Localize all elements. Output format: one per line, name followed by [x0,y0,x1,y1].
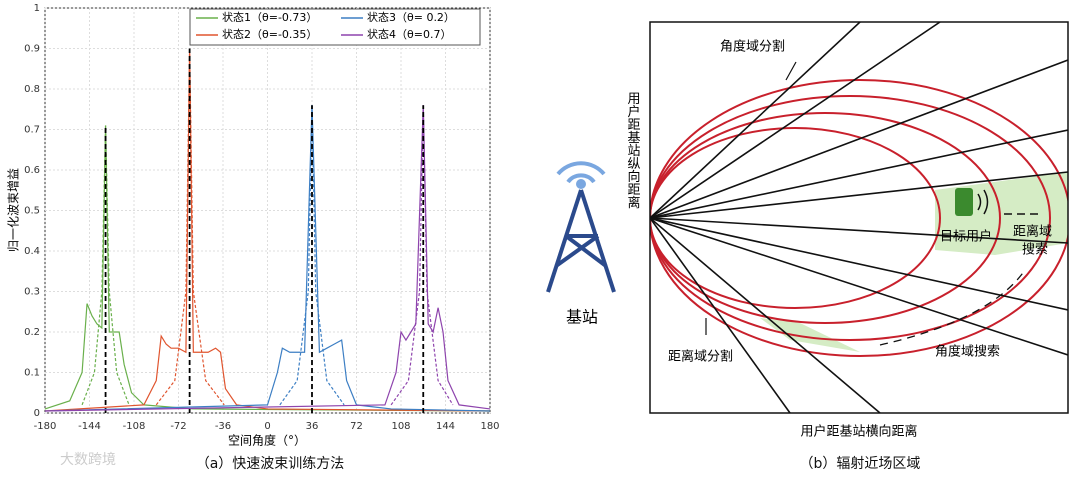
series-line [44,125,491,412]
legend-box [189,8,481,46]
caption: （a）快速波束训练方法 [196,456,345,472]
caption: （b）辐射近场区域 [800,456,921,472]
x-tick-label: -36 [215,421,231,432]
vertical-axis-label: 用户距基站纵向距离 [625,92,641,209]
x-tick-label: 108 [391,421,410,432]
y-tick-label: 0.1 [24,368,40,379]
y-tick-label: 0.6 [24,165,40,176]
range-split-label: 距离域分割 [668,349,733,365]
y-tick-label: 0.9 [24,44,40,55]
y-tick-label: 0.8 [24,84,40,95]
x-tick-label: -144 [78,421,101,432]
x-tick-label: 180 [480,421,499,432]
y-tick-label: 0.4 [24,246,40,257]
series-line [44,105,491,412]
station-label: 基站 [566,308,598,327]
legend-label: 状态3（θ= 0.2） [367,10,455,24]
y-tick-label: 0.7 [24,125,40,136]
legend-label: 状态2（θ=-0.35） [222,27,317,41]
range-search-label: 搜索 [1022,243,1048,258]
series-line [44,105,491,412]
y-tick-label: 0.2 [24,327,40,338]
chart: 0 0.1 0.2 0.3 0.4 0.5 0.6 0.7 0.8 0.9 1 -180 -144 -10… [24,3,499,432]
horizontal-axis-label: 用户距基站横向距离 [800,424,917,440]
range-search-label: 距离域 [1013,224,1052,240]
y-tick-label: 0 [34,408,40,419]
target-label: 目标用户 [940,229,992,245]
series-line [44,48,491,412]
x-axis-label: 空间角度（°） [228,433,306,448]
diagram: 角度域分割 基站 用户距基站纵向距离 目标用户 距离域 搜索 距离域分割 角度域… [546,21,1069,472]
legend-label: 状态1（θ=-0.73） [222,10,317,24]
x-tick-label: 144 [436,421,455,432]
watermark: 大数跨境 [60,452,116,468]
x-tick-label: -108 [123,421,146,432]
x-tick-label: -180 [34,421,57,432]
x-tick-label: -72 [170,421,186,432]
y-tick-label: 1 [34,3,40,14]
y-tick-label: 0.5 [24,206,40,217]
angle-search-label: 角度域搜索 [935,344,1000,360]
angle-split-label: 角度域分割 [720,39,785,55]
y-axis-label: 归一化波束增益 [7,168,21,252]
narrow-beam-line [155,48,225,406]
x-tick-label: 0 [264,421,270,432]
y-tick-label: 0.3 [24,287,40,298]
x-tick-label: 36 [306,421,319,432]
legend-label: 状态4（θ=0.7） [367,27,451,41]
x-tick-label: 72 [350,421,363,432]
